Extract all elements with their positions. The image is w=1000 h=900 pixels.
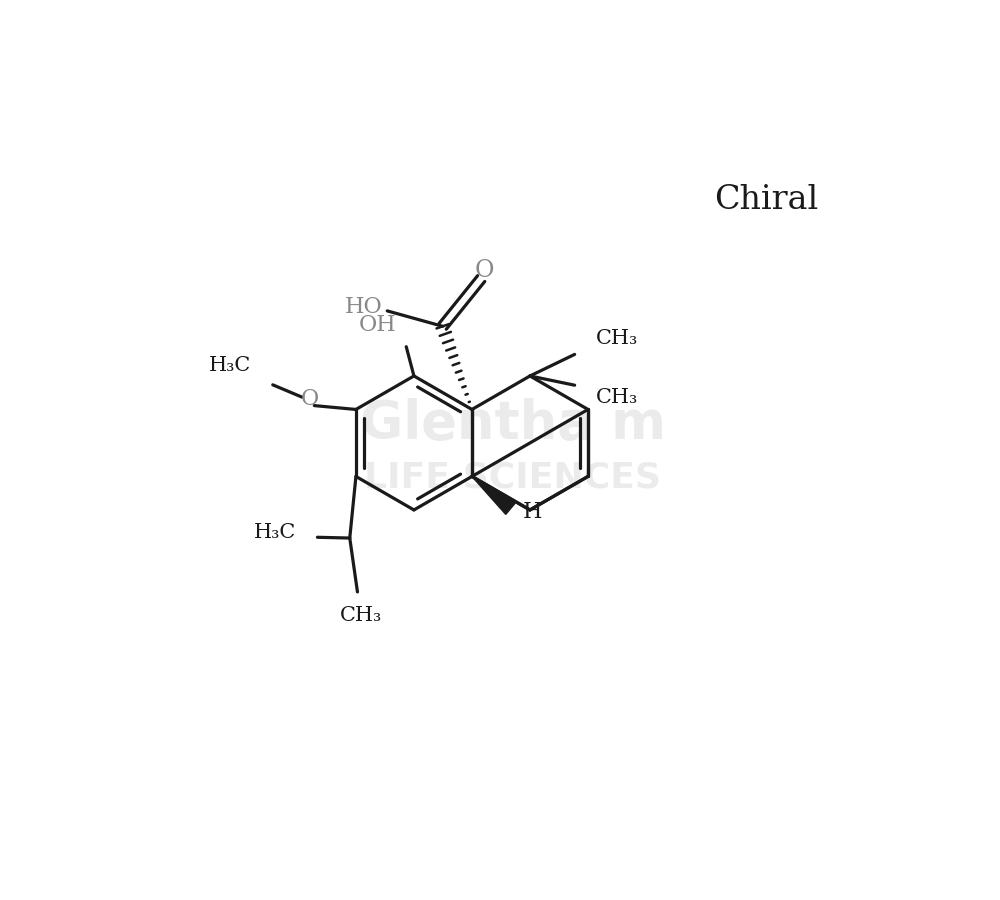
Text: H₃C: H₃C bbox=[254, 523, 296, 542]
Text: Glentha m: Glentha m bbox=[360, 398, 666, 450]
Text: LIFE SCIENCES: LIFE SCIENCES bbox=[364, 461, 661, 495]
Text: H: H bbox=[523, 501, 542, 523]
Text: CH₃: CH₃ bbox=[596, 388, 638, 407]
Text: H₃C: H₃C bbox=[209, 356, 251, 375]
Text: HO: HO bbox=[345, 296, 383, 318]
Text: O: O bbox=[301, 389, 319, 410]
Text: OH: OH bbox=[358, 314, 396, 336]
Polygon shape bbox=[472, 476, 515, 515]
Text: CH₃: CH₃ bbox=[339, 606, 382, 625]
Text: O: O bbox=[475, 259, 494, 283]
Text: Chiral: Chiral bbox=[714, 184, 819, 216]
Text: CH₃: CH₃ bbox=[596, 329, 638, 348]
